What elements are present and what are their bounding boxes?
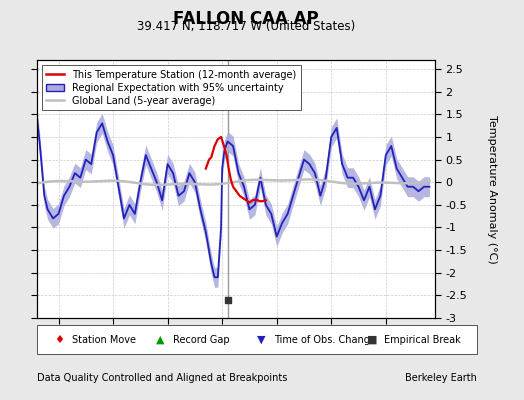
Text: Record Gap: Record Gap bbox=[173, 334, 230, 344]
Text: Data Quality Controlled and Aligned at Breakpoints: Data Quality Controlled and Aligned at B… bbox=[37, 373, 287, 383]
Text: Time of Obs. Change: Time of Obs. Change bbox=[275, 334, 376, 344]
Legend: This Temperature Station (12-month average), Regional Expectation with 95% uncer: This Temperature Station (12-month avera… bbox=[41, 65, 301, 110]
Text: ▲: ▲ bbox=[156, 334, 164, 344]
Text: FALLON CAA AP: FALLON CAA AP bbox=[173, 10, 319, 28]
Text: Empirical Break: Empirical Break bbox=[385, 334, 461, 344]
Text: ■: ■ bbox=[367, 334, 377, 344]
FancyBboxPatch shape bbox=[37, 325, 477, 354]
Text: Station Move: Station Move bbox=[72, 334, 136, 344]
Y-axis label: Temperature Anomaly (°C): Temperature Anomaly (°C) bbox=[486, 115, 497, 263]
Text: Berkeley Earth: Berkeley Earth bbox=[405, 373, 477, 383]
Text: ▼: ▼ bbox=[257, 334, 265, 344]
Text: 39.417 N, 118.717 W (United States): 39.417 N, 118.717 W (United States) bbox=[137, 20, 355, 33]
Text: ♦: ♦ bbox=[54, 334, 64, 344]
